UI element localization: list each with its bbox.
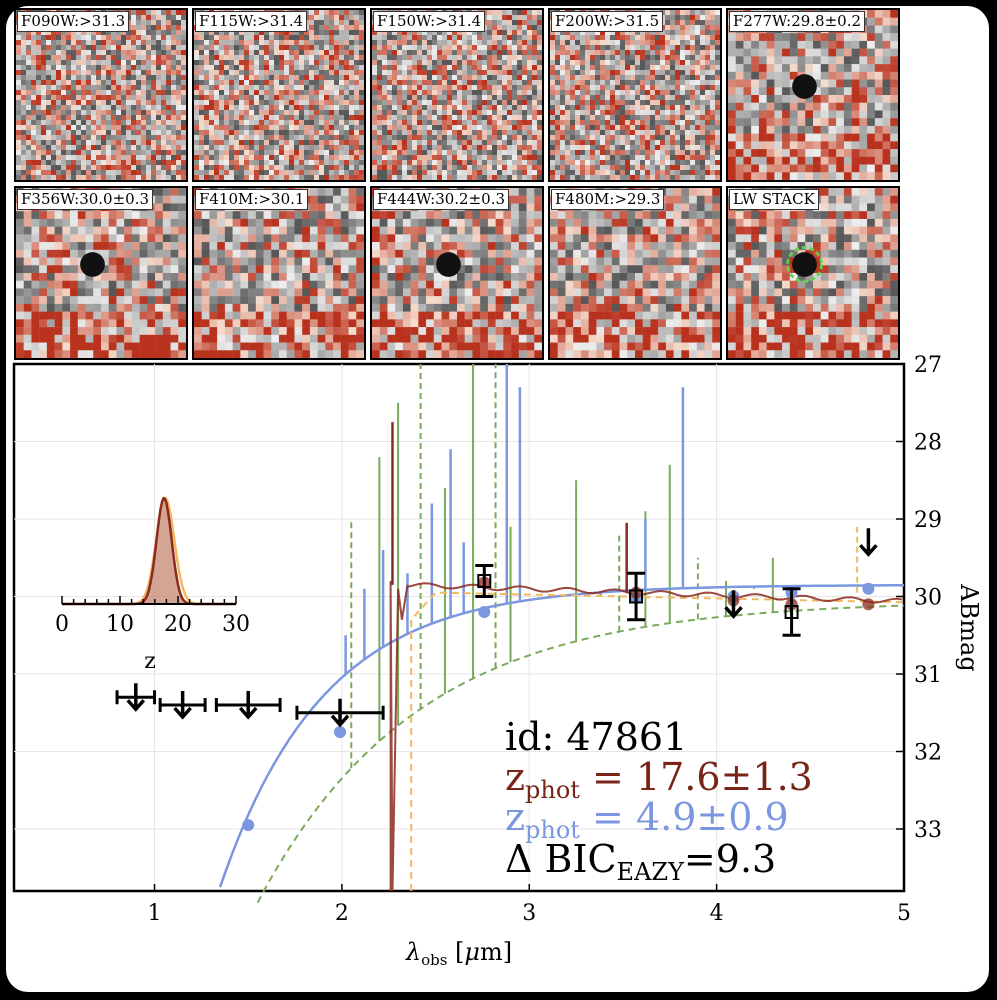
source-blob — [436, 252, 461, 277]
bic-sub: EAZY — [617, 858, 686, 886]
pz-tick-label: 0 — [55, 612, 69, 637]
x-tick-label: 4 — [710, 901, 724, 926]
aperture-circle — [786, 246, 823, 283]
detection-point — [784, 605, 799, 619]
cutout-3: F150W:>31.4 — [370, 8, 544, 182]
id-label: id: 47861 — [505, 715, 687, 759]
pz-inset: 0 10 20 30 z — [55, 496, 250, 674]
x-tick-label: 5 — [897, 901, 911, 926]
data-marks — [115, 528, 878, 832]
upper-limit-arrowhead — [126, 699, 146, 712]
y-tick-label: 33 — [914, 818, 942, 843]
cutout-8: F444W:30.2±0.3 — [370, 186, 544, 360]
x-axis-label: λobs [μm] — [405, 938, 512, 969]
bic-value: =9.3 — [684, 837, 776, 881]
upper-limit-arrowhead — [859, 544, 878, 557]
cutout-label: F115W:>31.4 — [195, 11, 308, 32]
cutout-6: F356W:30.0±0.3 — [14, 186, 188, 360]
upper-limit-arrowhead — [724, 606, 743, 619]
cutout-2: F115W:>31.4 — [192, 8, 366, 182]
blue-model-point — [334, 726, 347, 739]
pz-tick-label: 10 — [106, 612, 134, 637]
bic-label: Δ BICEAZY=9.3 — [505, 837, 776, 886]
zphot-blue-z: z — [505, 795, 525, 839]
upper-limit-arrowhead — [173, 706, 192, 720]
green-model-continuum — [256, 604, 905, 904]
plot-area — [12, 362, 906, 893]
tick-labels: 1 2 3 4 5 27 28 29 30 31 32 33 — [148, 353, 942, 926]
cutout-label: F200W:>31.5 — [551, 11, 664, 32]
blue-model-point — [242, 819, 255, 832]
cutout-label: F356W:30.0±0.3 — [17, 189, 154, 210]
source-blob — [792, 252, 817, 277]
pz-xlabel: z — [144, 649, 156, 674]
zphot-red-value: = 17.6±1.3 — [580, 755, 813, 799]
zphot-blue-sub: phot — [525, 816, 580, 844]
upper-limit-arrowhead — [238, 706, 258, 720]
gridlines — [14, 364, 904, 891]
y-tick-label: 31 — [914, 663, 942, 688]
y-tick-label: 27 — [914, 353, 942, 378]
cutout-label: LW STACK — [729, 189, 819, 210]
cutout-label: F150W:>31.4 — [373, 11, 486, 32]
source-blob — [80, 252, 105, 277]
cutout-label: F480M:>29.3 — [551, 189, 665, 210]
bic-prefix: Δ BIC — [505, 837, 617, 881]
cutout-4: F200W:>31.5 — [548, 8, 722, 182]
upper-limit-arrowhead — [330, 714, 350, 728]
y-tick-label: 32 — [914, 741, 942, 766]
y-tick-label: 30 — [914, 586, 942, 611]
detection-point — [629, 589, 644, 604]
x-tick-label: 3 — [522, 901, 536, 926]
zphot-red-label: zphot = 17.6±1.3 — [505, 755, 813, 804]
red-model-point — [862, 598, 875, 611]
cutout-label: F410M:>30.1 — [195, 189, 309, 210]
orange-model — [410, 591, 905, 891]
cutout-noise — [372, 10, 542, 180]
cutout-label: F090W:>31.3 — [17, 11, 130, 32]
cutout-label: F277W:29.8±0.2 — [729, 11, 866, 32]
pz-tick-label: 30 — [222, 612, 250, 637]
blue-model-point — [478, 606, 491, 618]
x-tick-label: 1 — [148, 901, 162, 926]
zphot-red-z: z — [505, 755, 525, 799]
detection-point — [477, 574, 492, 588]
cutout-5: F277W:29.8±0.2 — [726, 8, 900, 182]
cutout-label: F444W:30.2±0.3 — [373, 189, 510, 210]
sed-axes — [12, 362, 906, 893]
cutout-9: F480M:>29.3 — [548, 186, 722, 360]
cutout-10: LW STACK — [726, 186, 900, 360]
cutout-noise — [728, 188, 898, 358]
cutout-noise — [550, 188, 720, 358]
source-blob — [792, 74, 817, 99]
zphot-blue-label: zphot = 4.9±0.9 — [505, 795, 789, 844]
cutout-1: F090W:>31.3 — [14, 8, 188, 182]
x-tick-label: 2 — [335, 901, 349, 926]
pz-tick-label: 20 — [164, 612, 192, 637]
y-axis-label: ABmag — [955, 583, 983, 671]
cutout-7: F410M:>30.1 — [192, 186, 366, 360]
zphot-red-sub: phot — [525, 776, 580, 804]
zphot-blue-value: = 4.9±0.9 — [580, 795, 789, 839]
y-tick-label: 29 — [914, 508, 942, 533]
y-tick-label: 28 — [914, 431, 942, 456]
blue-model-point — [862, 582, 875, 595]
cutout-noise — [372, 188, 542, 358]
